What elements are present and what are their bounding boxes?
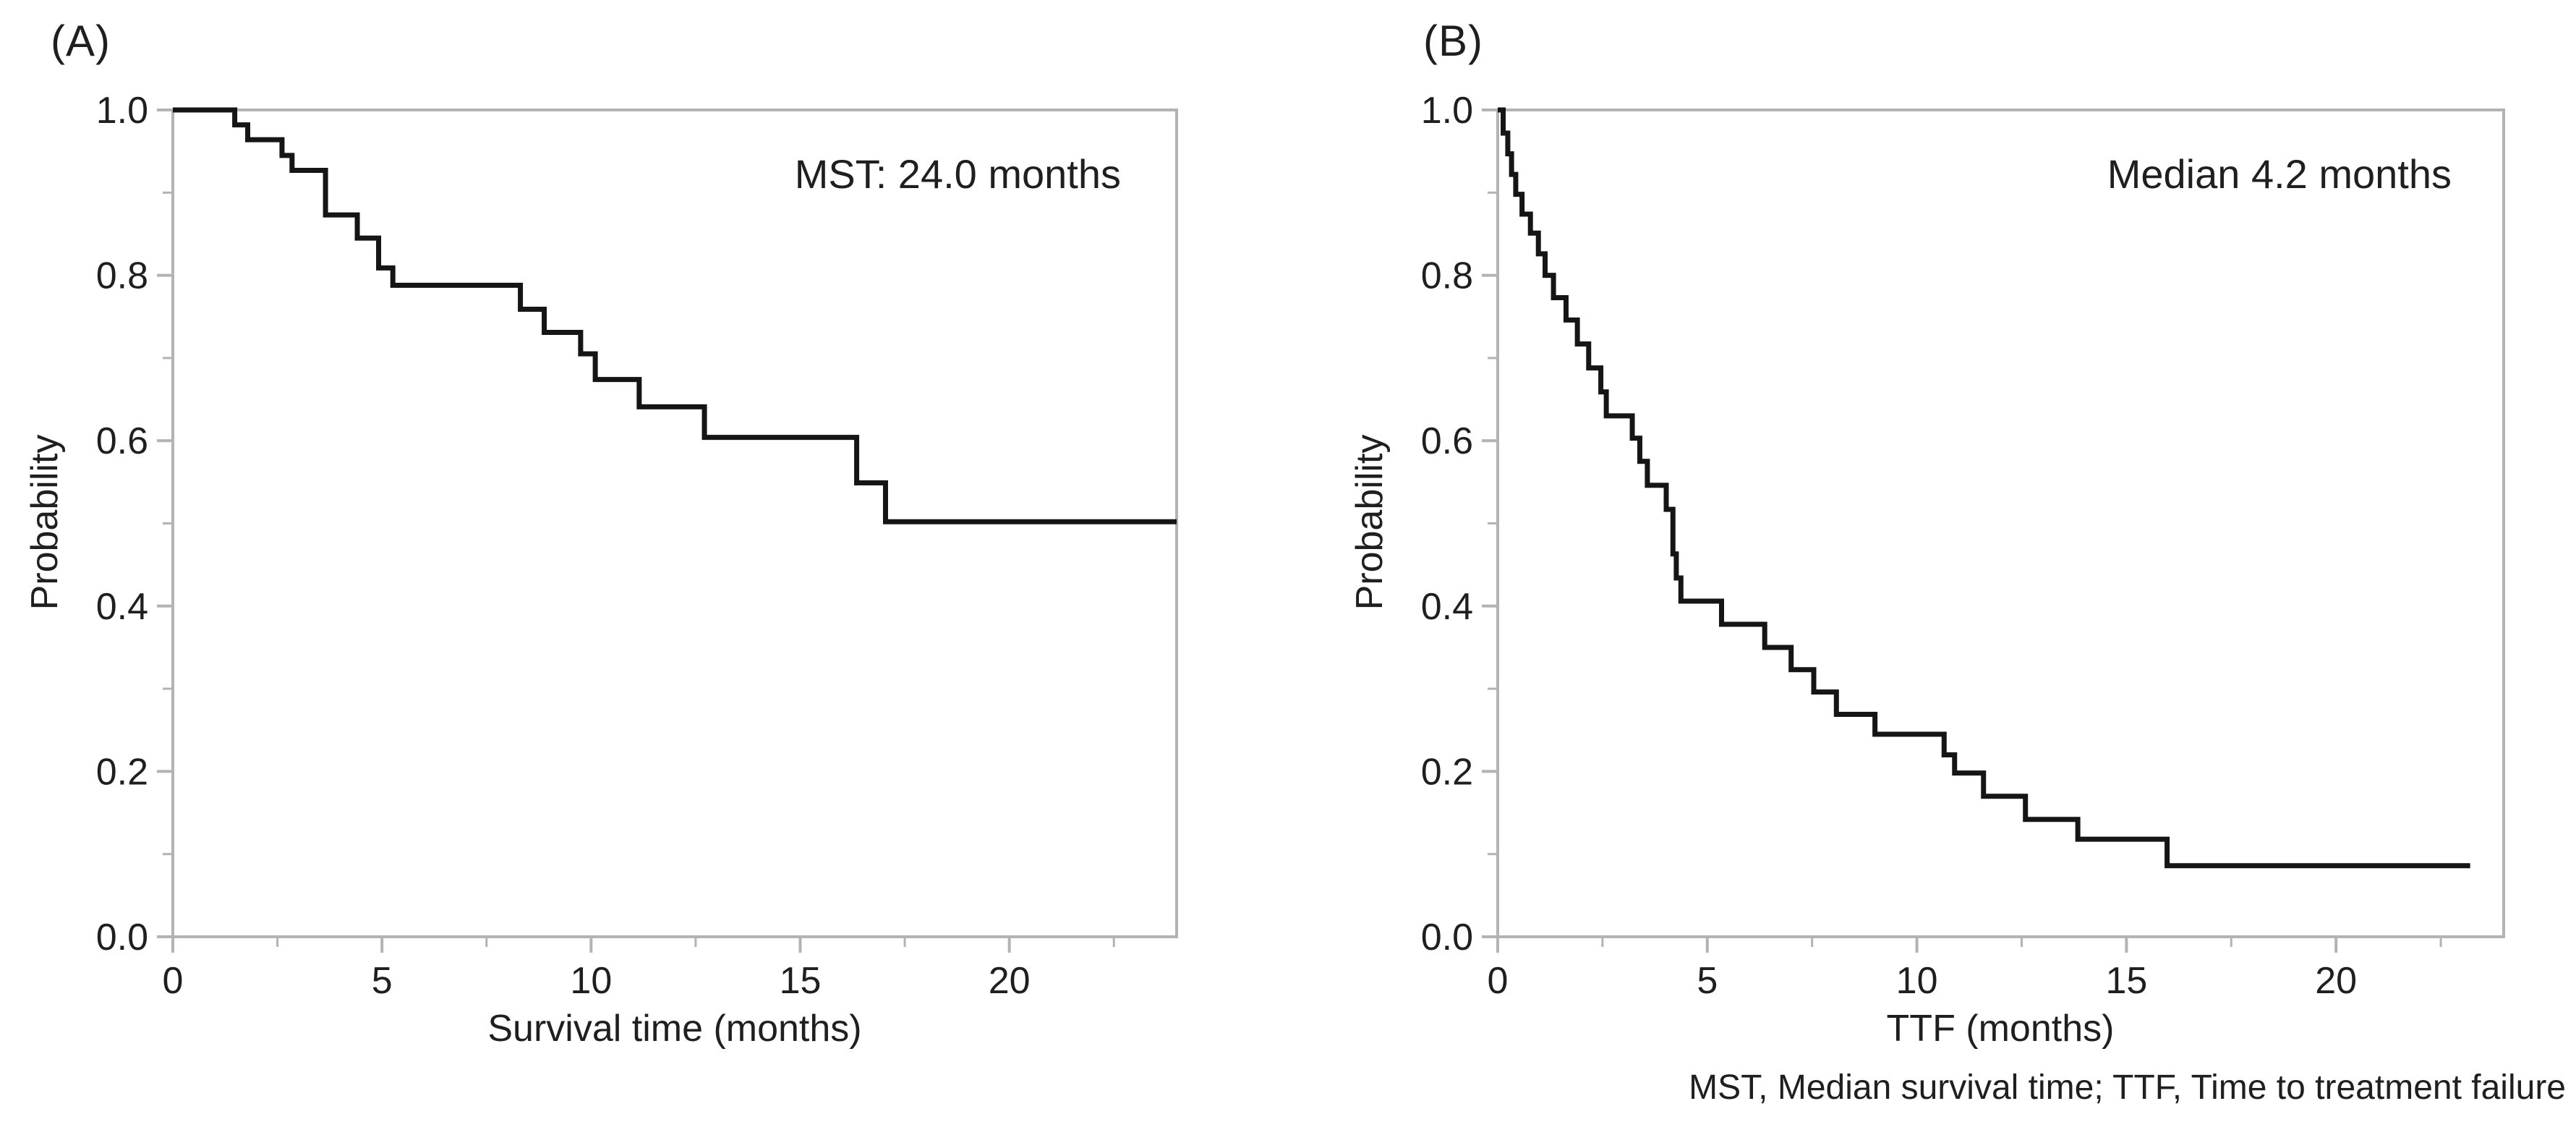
y-tick-label: 0.6 [1421, 420, 1473, 462]
y-tick-label: 0.6 [96, 420, 148, 462]
y-tick-label: 0.8 [1421, 255, 1473, 297]
x-tick-label: 20 [2315, 960, 2357, 1002]
x-tick-label: 5 [1697, 960, 1718, 1002]
y-tick-label: 1.0 [96, 90, 148, 132]
x-tick-label: 15 [2105, 960, 2147, 1002]
survival-step-curve [1498, 107, 2470, 869]
abbreviations-caption: MST, Median survival time; TTF, Time to … [1689, 1068, 2566, 1107]
x-tick-label: 0 [1488, 960, 1509, 1002]
y-tick-label: 0.0 [96, 917, 148, 958]
panel-a-annotation-median-survival: MST: 24.0 months [794, 151, 1121, 197]
x-tick-label: 5 [372, 960, 393, 1002]
y-tick-label: 0.2 [1421, 751, 1473, 793]
x-tick-label: 0 [163, 960, 184, 1002]
y-tick-label: 0.4 [96, 586, 148, 628]
x-tick-label: 10 [570, 960, 612, 1002]
y-tick-label: 0.2 [96, 751, 148, 793]
panel-b-y-axis-title: Probability [1349, 434, 1391, 611]
panel-a-y-axis-title: Probability [24, 434, 66, 611]
y-tick-label: 0.0 [1421, 917, 1473, 958]
y-tick-label: 1.0 [1421, 90, 1473, 132]
panel-a-label: (A) [51, 17, 111, 65]
panel-a-x-axis-title: Survival time (months) [487, 1008, 862, 1050]
x-tick-label: 20 [989, 960, 1031, 1002]
y-tick-label: 0.8 [96, 255, 148, 297]
plot-frame [1496, 109, 2505, 938]
panel-b-label: (B) [1423, 17, 1483, 65]
panel-b-x-axis-title: TTF (months) [1886, 1008, 2115, 1050]
panel-b-annotation-median-ttf: Median 4.2 months [2107, 151, 2452, 197]
y-tick-label: 0.4 [1421, 586, 1473, 628]
survival-step-curve [173, 107, 1177, 524]
x-tick-label: 15 [780, 960, 822, 1002]
x-tick-label: 10 [1896, 960, 1938, 1002]
